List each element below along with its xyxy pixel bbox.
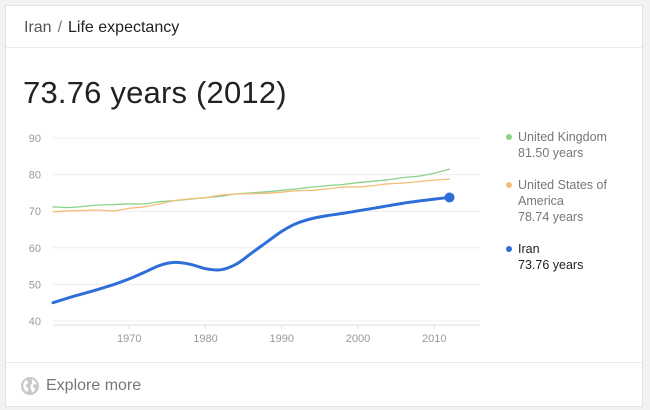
chart-grid — [53, 137, 480, 322]
legend-value: 73.76 years — [518, 258, 584, 272]
legend-name: Iran — [518, 242, 540, 256]
knowledge-card: Iran / Life expectancy 73.76 years (2012) … — [5, 5, 643, 407]
footer-divider — [6, 362, 642, 363]
x-tick-label: 2010 — [422, 333, 446, 345]
y-tick-label: 60 — [29, 243, 41, 255]
y-tick-label: 70 — [29, 206, 41, 218]
x-tick-label: 1980 — [193, 333, 217, 345]
header-divider — [6, 47, 642, 48]
legend-name: United Kingdom — [518, 130, 607, 144]
chart-legend: United Kingdom 81.50 years United States… — [506, 129, 636, 289]
explore-more-label: Explore more — [46, 377, 142, 394]
explore-more-link[interactable]: Explore more — [20, 376, 141, 396]
series-line-iran[interactable] — [51, 195, 451, 305]
globe-icon — [21, 377, 39, 395]
y-tick-label: 80 — [29, 170, 41, 182]
breadcrumb-topic: Life expectancy — [68, 19, 180, 36]
legend-item-iran[interactable]: Iran 73.76 years — [506, 241, 636, 273]
legend-item-usa[interactable]: United States of America 78.74 years — [506, 177, 636, 225]
x-tick-label: 1990 — [270, 333, 294, 345]
headline-value: 73.76 years (2012) — [23, 75, 287, 110]
y-tick-label: 50 — [29, 279, 41, 291]
series-line-uk[interactable] — [52, 168, 451, 209]
x-tick-label: 2000 — [346, 333, 370, 345]
legend-value: 78.74 years — [518, 210, 584, 224]
legend-item-uk[interactable]: United Kingdom 81.50 years — [506, 129, 636, 161]
life-expectancy-chart: 40 50 60 70 80 90 1970 1980 1990 2000 2010 — [29, 133, 480, 345]
legend-dot-iran — [506, 246, 512, 252]
y-tick-label: 40 — [29, 316, 41, 328]
series-line-usa[interactable] — [52, 178, 451, 213]
x-tick-label: 1970 — [117, 333, 141, 345]
legend-value: 81.50 years — [518, 146, 584, 160]
breadcrumb-separator: / — [57, 19, 63, 36]
y-tick-label: 90 — [29, 133, 41, 145]
chart-axes: 40 50 60 70 80 90 1970 1980 1990 2000 2010 — [29, 133, 480, 345]
legend-dot-uk — [506, 134, 512, 140]
legend-dot-usa — [506, 182, 512, 188]
breadcrumb-country-link[interactable]: Iran — [24, 19, 52, 36]
series-endpoint-iran[interactable] — [444, 192, 455, 203]
breadcrumb: Iran / Life expectancy — [24, 19, 179, 37]
chart-series — [51, 168, 455, 305]
legend-name: United States of America — [518, 178, 607, 208]
